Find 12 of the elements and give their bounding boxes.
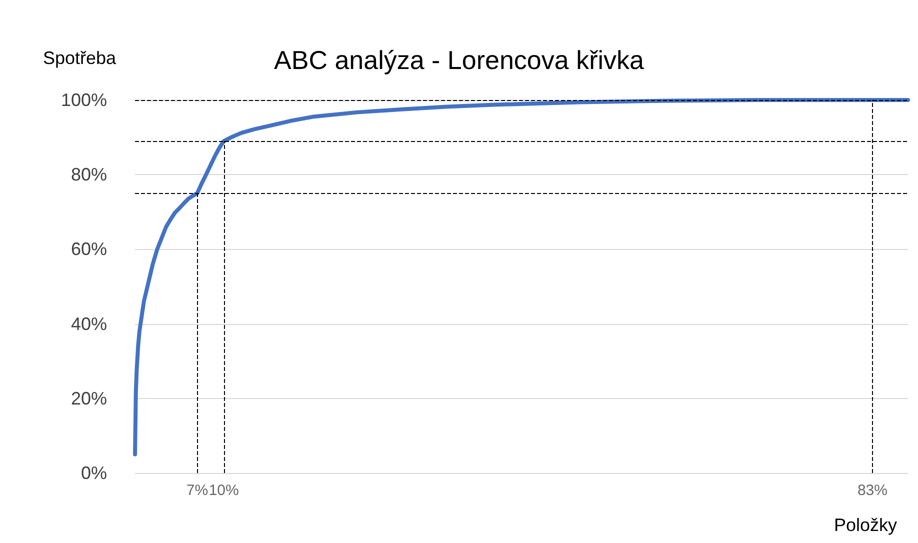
y-axis-title: Spotřeba [43, 48, 118, 68]
y-tick-label: 20% [70, 388, 107, 408]
x-axis-title: Položky [834, 515, 898, 535]
y-tick-label: 60% [70, 239, 107, 260]
y-tick-label: 100% [60, 90, 107, 110]
y-tick-label: 80% [70, 164, 107, 185]
y-tick-label: 40% [70, 314, 107, 334]
chart-title: ABC analýza - Lorencova křivka [274, 45, 645, 75]
y-tick-label: 0% [80, 463, 107, 483]
ref-line-label: 10% [208, 482, 239, 499]
ref-line-label: 7% [186, 482, 208, 499]
ref-line-label: 83% [857, 482, 888, 499]
